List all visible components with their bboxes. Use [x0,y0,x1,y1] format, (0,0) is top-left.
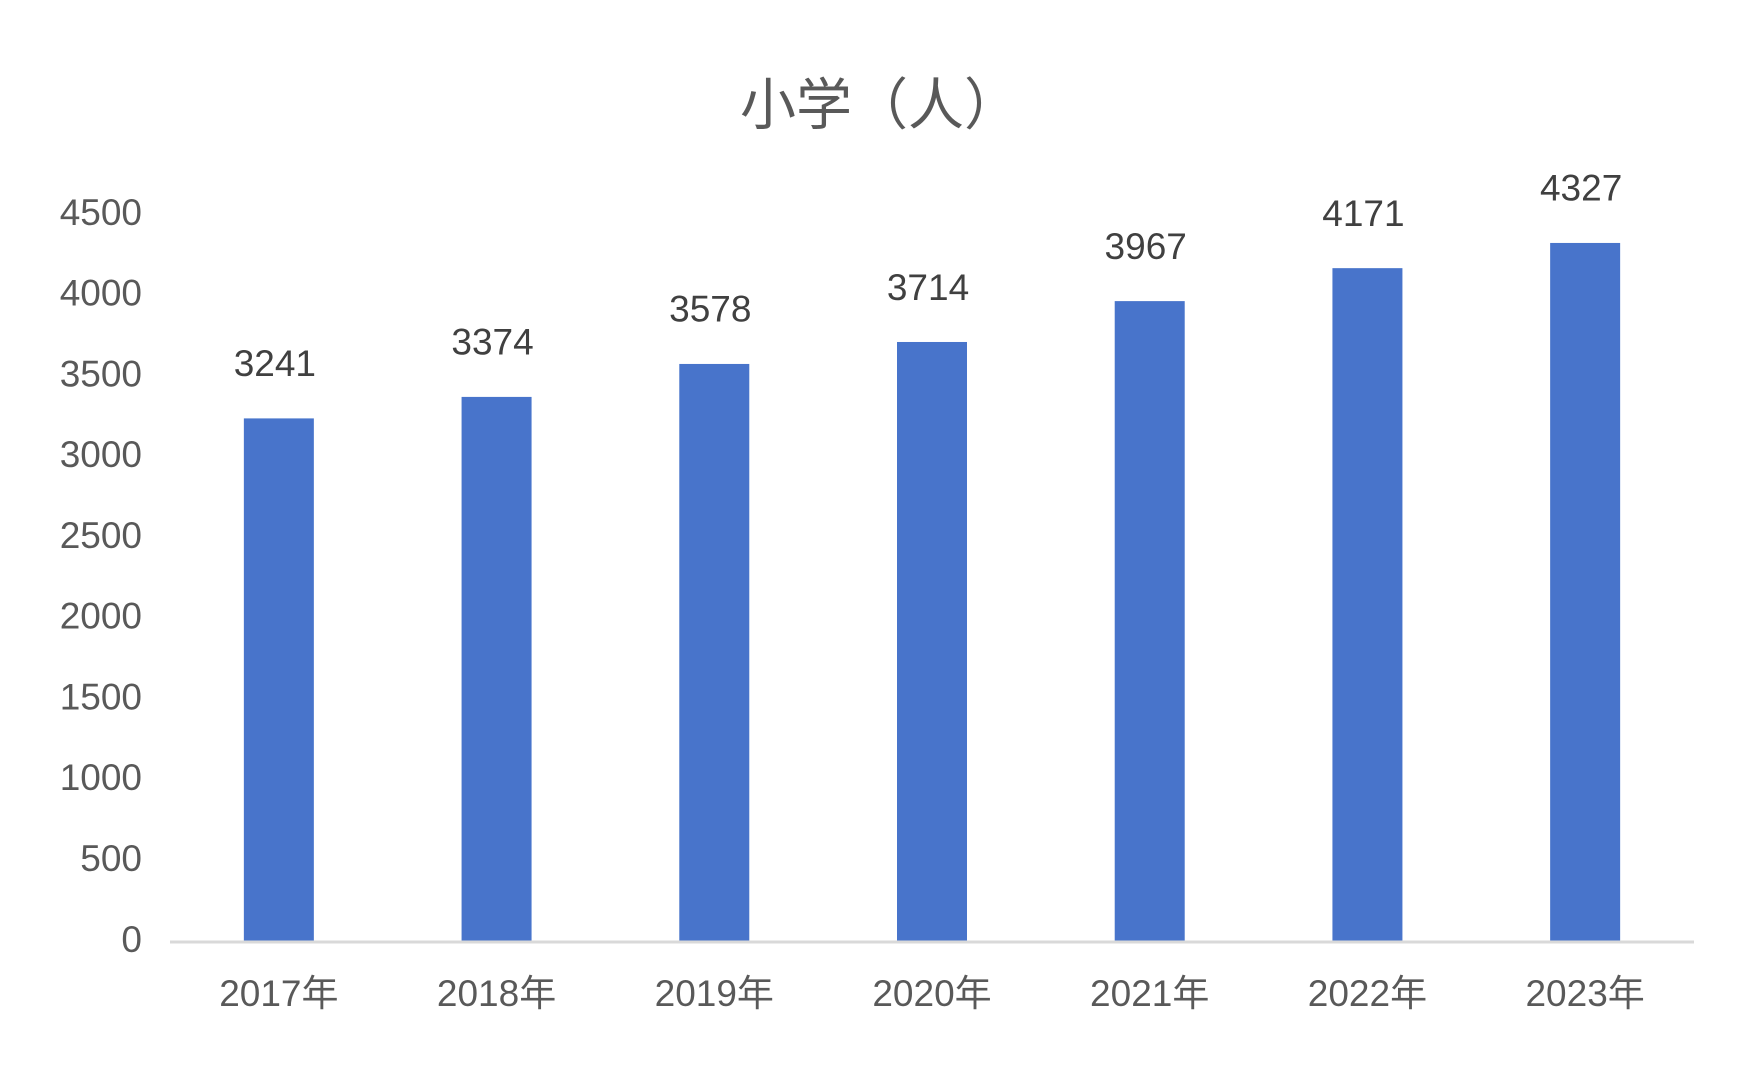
y-tick-label: 4500 [60,192,142,233]
bar [1332,268,1403,943]
x-tick-label: 2018年 [437,973,556,1014]
bar [679,363,750,942]
y-tick-label: 2000 [60,596,142,637]
y-tick-label: 0 [121,919,142,960]
bar [243,418,314,942]
data-label: 3714 [887,267,969,308]
y-tick-label: 500 [80,838,142,879]
x-tick-label: 2020年 [872,973,991,1014]
bar [897,341,967,942]
bar [1550,242,1621,943]
y-tick-label: 4000 [60,273,142,314]
x-tick-label: 2021年 [1090,973,1209,1014]
data-label: 4327 [1540,168,1622,209]
x-tick-label: 2023年 [1525,973,1644,1014]
y-tick-label: 2500 [60,515,142,556]
data-label: 3967 [1105,226,1187,267]
y-tick-label: 1500 [60,676,142,717]
data-label: 3578 [669,289,751,330]
chart-title: 小学（人） [740,74,1020,139]
x-tick-label: 2022年 [1308,973,1427,1014]
x-tick-label: 2019年 [655,973,774,1014]
data-label: 4171 [1322,193,1404,234]
y-tick-label: 1000 [60,757,142,798]
data-label: 3241 [234,343,316,384]
bar [1114,301,1185,942]
bar [461,396,532,942]
data-label: 3374 [451,322,533,363]
y-tick-label: 3000 [60,434,142,475]
y-tick-label: 3500 [60,353,142,394]
x-tick-label: 2017年 [219,973,338,1014]
